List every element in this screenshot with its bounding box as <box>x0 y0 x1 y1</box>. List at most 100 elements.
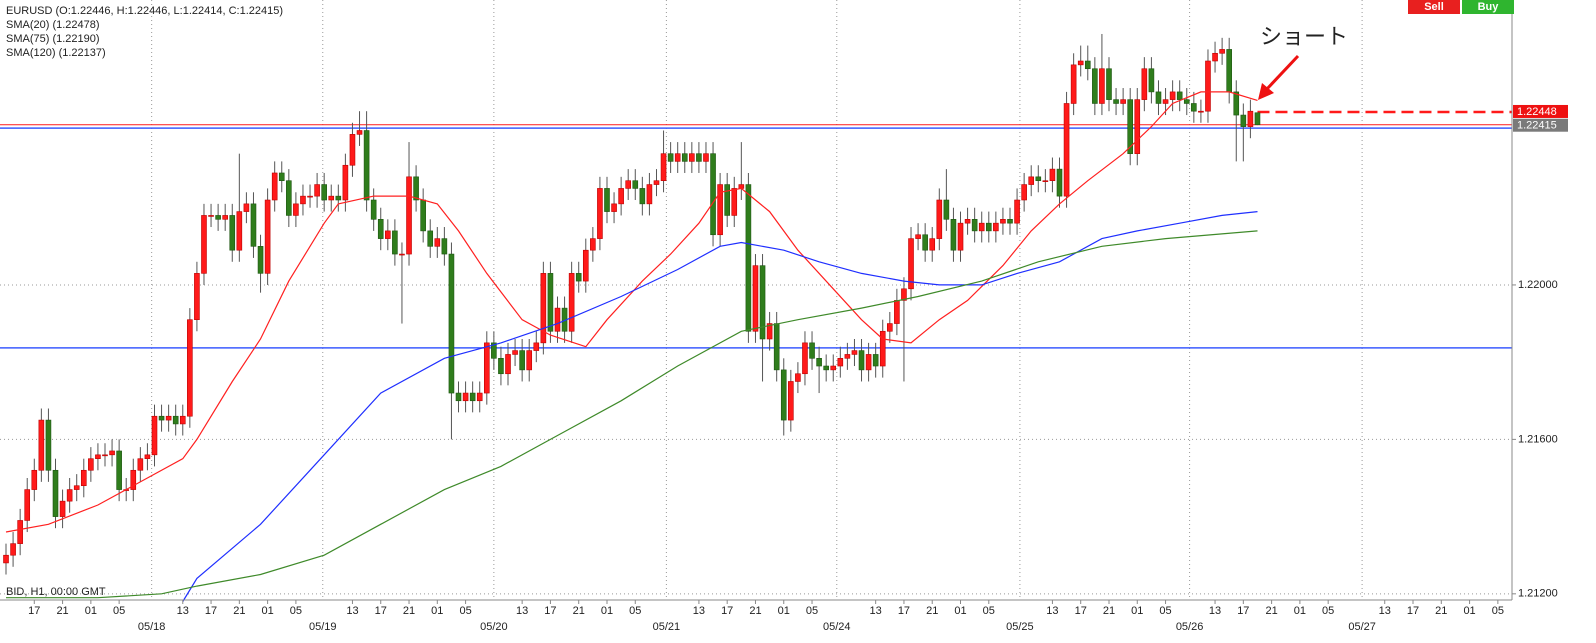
candle-body <box>222 215 228 220</box>
date-label: 05/26 <box>1176 621 1204 633</box>
candle-body <box>582 249 589 282</box>
candle-body <box>95 454 101 459</box>
x-tick-label: 21 <box>403 605 415 617</box>
candle-body <box>215 215 221 220</box>
candle-body <box>370 199 377 220</box>
candle-body <box>1183 99 1190 104</box>
x-tick-label: 13 <box>693 605 705 617</box>
x-tick-label: 01 <box>1463 605 1475 617</box>
candle-body <box>901 288 907 301</box>
candle-body <box>300 195 306 205</box>
candle-body <box>1254 112 1261 126</box>
candle-body <box>1141 68 1148 100</box>
x-tick-label: 17 <box>1075 605 1087 617</box>
candle-body <box>420 199 426 232</box>
candle-body <box>335 195 342 201</box>
candle-body <box>24 489 31 521</box>
candle-body <box>377 219 384 239</box>
annotation: ショート <box>1260 24 1348 49</box>
candle-body <box>788 381 794 421</box>
x-tick-label: 17 <box>898 605 910 617</box>
candle-body <box>144 454 151 459</box>
candle-body <box>201 215 207 274</box>
candle-body <box>1021 184 1027 201</box>
candle-body <box>964 219 971 224</box>
bid-price-label: 1.22415 <box>1517 120 1557 132</box>
date-label: 05/27 <box>1348 621 1376 633</box>
date-label: 05/25 <box>1006 621 1034 633</box>
candle-body <box>717 184 723 236</box>
x-tick-label: 13 <box>346 605 358 617</box>
x-tick-label: 21 <box>573 605 585 617</box>
candle-body <box>554 307 561 332</box>
candle-body <box>1014 199 1020 224</box>
candle-body <box>1155 91 1162 104</box>
x-tick-label: 01 <box>954 605 966 617</box>
x-tick-label: 17 <box>205 605 217 617</box>
candle-body <box>491 342 497 359</box>
candle-body <box>618 188 624 205</box>
candle-body <box>851 350 858 355</box>
candle-body <box>936 199 943 239</box>
x-tick-label: 21 <box>233 605 245 617</box>
x-tick-label: 13 <box>1046 605 1058 617</box>
candle-body <box>773 323 780 371</box>
candle-body <box>1099 68 1105 104</box>
candle-body <box>434 238 441 247</box>
date-label: 05/18 <box>138 621 166 633</box>
x-tick-label: 13 <box>177 605 189 617</box>
candle-body <box>795 373 801 382</box>
candle-body <box>399 253 405 256</box>
y-tick-label: 1.21600 <box>1518 433 1558 445</box>
candle-body <box>922 234 928 251</box>
candle-body <box>102 454 108 457</box>
candle-body <box>194 273 200 320</box>
x-tick-label: 13 <box>1379 605 1391 617</box>
candle-body <box>519 350 525 371</box>
order-price-label: 1.22448 <box>1517 106 1557 118</box>
candle-body <box>1162 99 1169 104</box>
candle-body <box>625 180 632 189</box>
candle-body <box>780 369 787 421</box>
candle-body <box>915 234 921 239</box>
x-tick-label: 01 <box>85 605 97 617</box>
candle-body <box>3 554 9 564</box>
x-tick-label: 21 <box>1265 605 1277 617</box>
candle-body <box>307 195 313 198</box>
candle-body <box>894 300 900 324</box>
candle-body <box>17 520 23 544</box>
buy-button[interactable]: Buy <box>1462 0 1514 14</box>
candle-body <box>865 354 872 371</box>
arrow-head <box>1258 83 1274 100</box>
candle-body <box>575 273 582 282</box>
sell-bg[interactable] <box>1408 0 1460 14</box>
candle-body <box>1042 180 1049 182</box>
arrow-shaft <box>1264 54 1300 92</box>
candle-body <box>73 485 80 490</box>
sell-button[interactable]: Sell <box>1408 0 1460 14</box>
candle-body <box>476 392 483 402</box>
x-tick-label: 21 <box>1103 605 1115 617</box>
candle-body <box>165 415 172 421</box>
candle-body <box>342 164 349 201</box>
buy-label[interactable]: Buy <box>1478 1 1500 13</box>
candle-body <box>1240 114 1247 127</box>
candle-body <box>844 354 851 359</box>
date-label: 05/24 <box>823 621 851 633</box>
candle-body <box>236 211 243 251</box>
candle-body <box>328 195 335 201</box>
sma-line <box>5 91 1258 533</box>
candle-body <box>1226 49 1232 93</box>
candle-body <box>568 273 575 332</box>
x-tick-label: 05 <box>459 605 471 617</box>
candle-body <box>653 180 660 185</box>
candle-body <box>696 153 702 162</box>
sell-label[interactable]: Sell <box>1424 1 1444 13</box>
candle-body <box>809 342 815 359</box>
candle-body <box>611 203 617 212</box>
candle-body <box>710 153 716 236</box>
candle-body <box>498 358 504 375</box>
buy-bg[interactable] <box>1462 0 1514 14</box>
x-tick-label: 17 <box>375 605 387 617</box>
footer: BID, H1, 00:00 GMT <box>6 586 106 598</box>
